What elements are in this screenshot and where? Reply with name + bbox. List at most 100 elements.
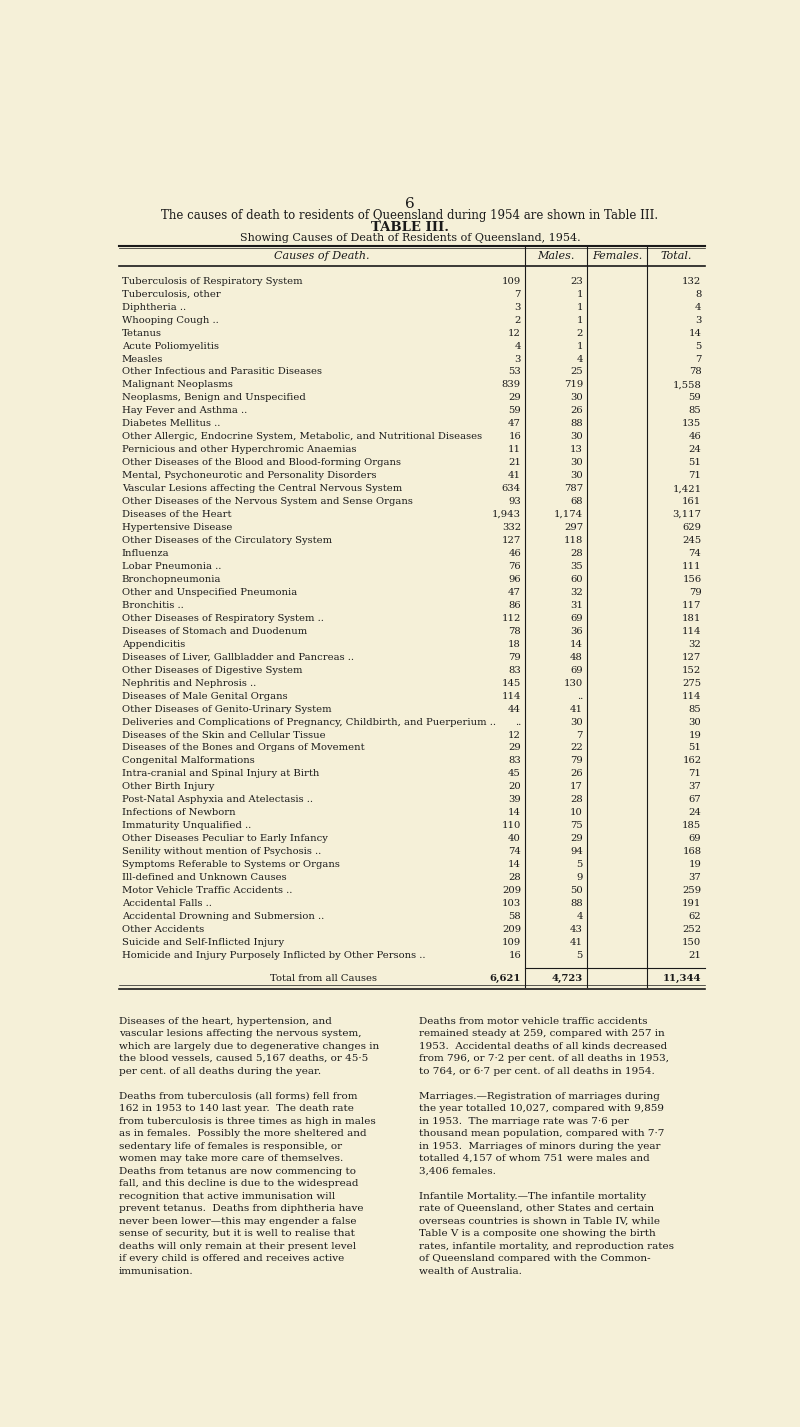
Text: Deaths from motor vehicle traffic accidents
remained steady at 259, compared wit: Deaths from motor vehicle traffic accide… [419, 1016, 674, 1276]
Text: Suicide and Self-Inflicted Injury: Suicide and Self-Inflicted Injury [122, 938, 284, 948]
Text: 629: 629 [682, 524, 702, 532]
Text: 69: 69 [570, 614, 583, 622]
Text: 117: 117 [682, 601, 702, 609]
Text: 85: 85 [689, 407, 702, 415]
Text: 26: 26 [570, 407, 583, 415]
Text: Bronchitis ..: Bronchitis .. [122, 601, 183, 609]
Text: 67: 67 [689, 795, 702, 805]
Text: 297: 297 [564, 524, 583, 532]
Text: Acute Poliomyelitis: Acute Poliomyelitis [122, 341, 218, 351]
Text: Congenital Malformations: Congenital Malformations [122, 756, 254, 765]
Text: Diseases of Liver, Gallbladder and Pancreas ..: Diseases of Liver, Gallbladder and Pancr… [122, 652, 354, 662]
Text: 96: 96 [508, 575, 521, 584]
Text: 17: 17 [570, 782, 583, 792]
Text: 332: 332 [502, 524, 521, 532]
Text: 2: 2 [577, 328, 583, 338]
Text: 1: 1 [577, 290, 583, 298]
Text: Intra-cranial and Spinal Injury at Birth: Intra-cranial and Spinal Injury at Birth [122, 769, 319, 778]
Text: Accidental Falls ..: Accidental Falls .. [122, 899, 211, 908]
Text: 19: 19 [689, 731, 702, 739]
Text: Males.: Males. [537, 251, 574, 261]
Text: 75: 75 [570, 822, 583, 831]
Text: 5: 5 [577, 950, 583, 960]
Text: 118: 118 [564, 537, 583, 545]
Text: 4: 4 [514, 341, 521, 351]
Text: 74: 74 [508, 848, 521, 856]
Text: 37: 37 [689, 782, 702, 792]
Text: 114: 114 [682, 626, 702, 636]
Text: 4,723: 4,723 [552, 973, 583, 983]
Text: 275: 275 [682, 679, 702, 688]
Text: Other Birth Injury: Other Birth Injury [122, 782, 214, 792]
Text: 30: 30 [570, 471, 583, 481]
Text: 40: 40 [508, 835, 521, 843]
Text: 76: 76 [508, 562, 521, 571]
Text: Tuberculosis of Respiratory System: Tuberculosis of Respiratory System [122, 277, 302, 285]
Text: 71: 71 [689, 769, 702, 778]
Text: 152: 152 [682, 665, 702, 675]
Text: Lobar Pneumonia ..: Lobar Pneumonia .. [122, 562, 221, 571]
Text: 245: 245 [682, 537, 702, 545]
Text: 3,117: 3,117 [672, 509, 702, 519]
Text: Immaturity Unqualified ..: Immaturity Unqualified .. [122, 822, 251, 831]
Text: TABLE III.: TABLE III. [371, 221, 449, 234]
Text: ..: .. [514, 718, 521, 726]
Text: 47: 47 [508, 420, 521, 428]
Text: 839: 839 [502, 381, 521, 390]
Text: 185: 185 [682, 822, 702, 831]
Text: 94: 94 [570, 848, 583, 856]
Text: 109: 109 [502, 938, 521, 948]
Text: Hypertensive Disease: Hypertensive Disease [122, 524, 232, 532]
Text: 71: 71 [689, 471, 702, 481]
Text: 6: 6 [405, 197, 415, 211]
Text: 51: 51 [689, 743, 702, 752]
Text: 28: 28 [570, 795, 583, 805]
Text: Diseases of the heart, hypertension, and
vascular lesions affecting the nervous : Diseases of the heart, hypertension, and… [118, 1016, 379, 1276]
Text: 41: 41 [570, 938, 583, 948]
Text: 36: 36 [570, 626, 583, 636]
Text: 32: 32 [570, 588, 583, 596]
Text: Hay Fever and Asthma ..: Hay Fever and Asthma .. [122, 407, 247, 415]
Text: Symptoms Referable to Systems or Organs: Symptoms Referable to Systems or Organs [122, 860, 339, 869]
Text: 10: 10 [570, 808, 583, 818]
Text: 46: 46 [508, 549, 521, 558]
Text: Other Diseases of the Circulatory System: Other Diseases of the Circulatory System [122, 537, 332, 545]
Text: 209: 209 [502, 886, 521, 895]
Text: 31: 31 [570, 601, 583, 609]
Text: Ill-defined and Unknown Causes: Ill-defined and Unknown Causes [122, 873, 286, 882]
Text: 44: 44 [508, 705, 521, 714]
Text: 86: 86 [508, 601, 521, 609]
Text: 127: 127 [502, 537, 521, 545]
Text: 83: 83 [508, 665, 521, 675]
Text: 59: 59 [508, 407, 521, 415]
Text: 162: 162 [682, 756, 702, 765]
Text: 93: 93 [508, 497, 521, 507]
Text: 29: 29 [570, 835, 583, 843]
Text: 50: 50 [570, 886, 583, 895]
Text: 11,344: 11,344 [663, 973, 702, 983]
Text: 14: 14 [508, 860, 521, 869]
Text: 1,421: 1,421 [672, 484, 702, 494]
Text: 9: 9 [577, 873, 583, 882]
Text: 161: 161 [682, 497, 702, 507]
Text: Diseases of the Heart: Diseases of the Heart [122, 509, 231, 519]
Text: 59: 59 [689, 394, 702, 402]
Text: 47: 47 [508, 588, 521, 596]
Text: 35: 35 [570, 562, 583, 571]
Text: Other Diseases of the Blood and Blood-forming Organs: Other Diseases of the Blood and Blood-fo… [122, 458, 401, 467]
Text: 12: 12 [508, 731, 521, 739]
Text: 53: 53 [508, 368, 521, 377]
Text: Deliveries and Complications of Pregnancy, Childbirth, and Puerperium ..: Deliveries and Complications of Pregnanc… [122, 718, 496, 726]
Text: Senility without mention of Psychosis ..: Senility without mention of Psychosis .. [122, 848, 321, 856]
Text: 19: 19 [689, 860, 702, 869]
Text: 30: 30 [570, 458, 583, 467]
Text: Homicide and Injury Purposely Inflicted by Other Persons ..: Homicide and Injury Purposely Inflicted … [122, 950, 426, 960]
Text: 26: 26 [570, 769, 583, 778]
Text: 22: 22 [570, 743, 583, 752]
Text: 1: 1 [577, 341, 583, 351]
Text: 11: 11 [508, 445, 521, 454]
Text: 787: 787 [564, 484, 583, 494]
Text: 30: 30 [570, 432, 583, 441]
Text: Vascular Lesions affecting the Central Nervous System: Vascular Lesions affecting the Central N… [122, 484, 402, 494]
Text: 41: 41 [508, 471, 521, 481]
